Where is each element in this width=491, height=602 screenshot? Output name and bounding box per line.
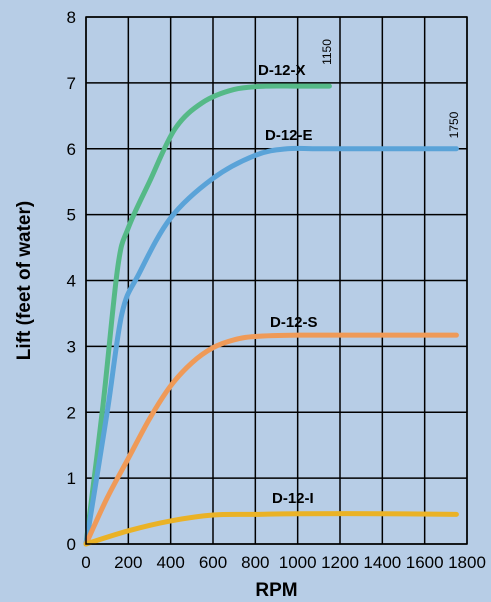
x-tick-label: 200 xyxy=(114,553,142,572)
x-tick-label: 1800 xyxy=(448,553,486,572)
series-line-d-12-i xyxy=(83,511,459,547)
y-tick-label: 5 xyxy=(67,206,76,225)
series-label-d-12-e: D-12-E xyxy=(265,127,313,144)
x-tick-label: 600 xyxy=(199,553,227,572)
y-tick-label: 7 xyxy=(67,74,76,93)
x-tick-label: 1000 xyxy=(279,553,317,572)
series-layer xyxy=(83,83,459,547)
y-tick-label: 4 xyxy=(67,272,76,291)
y-tick-label: 3 xyxy=(67,337,76,356)
y-tick-label: 1 xyxy=(67,469,76,488)
series-line-d-12-s xyxy=(83,332,459,547)
grid xyxy=(85,16,468,545)
x-tick-label: 1200 xyxy=(321,553,359,572)
y-tick-label: 6 xyxy=(67,140,76,159)
series-label-d-12-i: D-12-I xyxy=(272,490,314,507)
max-rpm-label-d-12-e: 1750 xyxy=(447,111,461,138)
x-tick-label: 1600 xyxy=(406,553,444,572)
series-labels: D-12-X 1150 D-12-E 1750 D-12-S D-12-I xyxy=(258,39,461,507)
x-tick-label: 0 xyxy=(81,553,90,572)
x-tick-label: 400 xyxy=(156,553,184,572)
series-line-d-12-e xyxy=(83,145,459,547)
x-axis-title: RPM xyxy=(255,580,297,601)
y-tick-label: 8 xyxy=(67,8,76,27)
x-tick-label: 1400 xyxy=(363,553,401,572)
series-line-d-12-x xyxy=(83,83,332,547)
series-label-d-12-x: D-12-X xyxy=(258,62,306,79)
max-rpm-label-d-12-x: 1150 xyxy=(320,39,334,65)
y-tick-label: 2 xyxy=(67,403,76,422)
y-tick-label: 0 xyxy=(67,535,76,554)
series-label-d-12-s: D-12-S xyxy=(270,314,318,331)
tick-labels: 0 200 400 600 800 1000 1200 1400 1600 1800 0 1 2 3 4 5 6… xyxy=(67,8,486,572)
y-axis-title: Lift (feet of water) xyxy=(14,201,35,360)
plot-frame xyxy=(85,16,468,545)
x-tick-label: 800 xyxy=(241,553,269,572)
